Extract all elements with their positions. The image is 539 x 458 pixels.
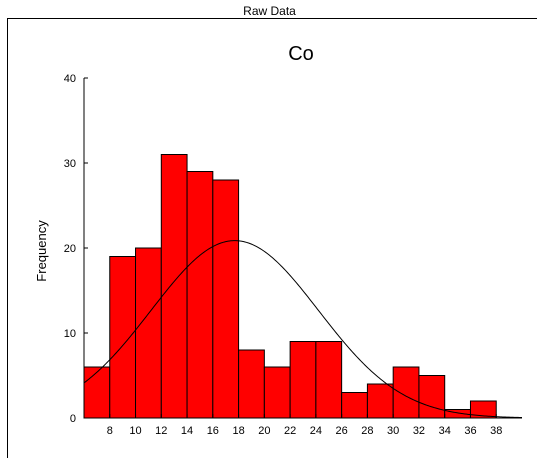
bar-16 [212, 179, 240, 419]
bar-8 [109, 256, 137, 419]
x-tick-label-14: 14 [181, 425, 193, 437]
axes-group: 0 10 20 30 40 8 10 12 14 16 18 20 22 24 26 28 30 32 34 36 38 [64, 73, 522, 437]
x-tick-label-8: 8 [107, 425, 113, 437]
bar-30 [392, 366, 420, 419]
window-title: Raw Data [243, 4, 296, 18]
y-tick-label-30: 30 [64, 158, 76, 170]
x-tick-label-20: 20 [258, 425, 270, 437]
bar-26 [341, 392, 368, 419]
y-tick-label-20: 20 [64, 243, 76, 255]
x-tick-label-24: 24 [310, 425, 322, 437]
x-tick-label-26: 26 [336, 425, 348, 437]
x-tick-label-32: 32 [413, 425, 425, 437]
x-tick-label-34: 34 [439, 425, 451, 437]
y-tick-label-0: 0 [70, 413, 76, 425]
y-tick-label-10: 10 [64, 328, 76, 340]
x-tick-label-38: 38 [490, 425, 502, 437]
x-tick-label-36: 36 [464, 425, 476, 437]
normal-curve [83, 240, 523, 419]
x-tick-label-28: 28 [361, 425, 373, 437]
bar-32 [418, 375, 446, 419]
y-tick-label-40: 40 [64, 73, 76, 85]
bars-group [83, 154, 497, 419]
normal-curve-group [83, 240, 523, 419]
bar-20 [263, 366, 291, 419]
x-tick-label-16: 16 [207, 425, 219, 437]
bar-24 [315, 341, 343, 419]
bar-12 [160, 154, 188, 419]
bar-18 [238, 349, 265, 419]
chart-title: Co [288, 43, 314, 65]
x-tick-label-12: 12 [155, 425, 167, 437]
bar-10 [135, 247, 162, 419]
x-tick-label-18: 18 [232, 425, 244, 437]
y-axis-label: Frequency [34, 220, 49, 282]
x-tick-label-10: 10 [129, 425, 141, 437]
x-tick-label-22: 22 [284, 425, 296, 437]
chart-frame [7, 18, 537, 458]
bar-28 [366, 383, 394, 419]
bar-6 [83, 366, 111, 419]
bar-14 [186, 171, 214, 419]
x-tick-label-30: 30 [387, 425, 399, 437]
bar-22 [289, 341, 317, 419]
